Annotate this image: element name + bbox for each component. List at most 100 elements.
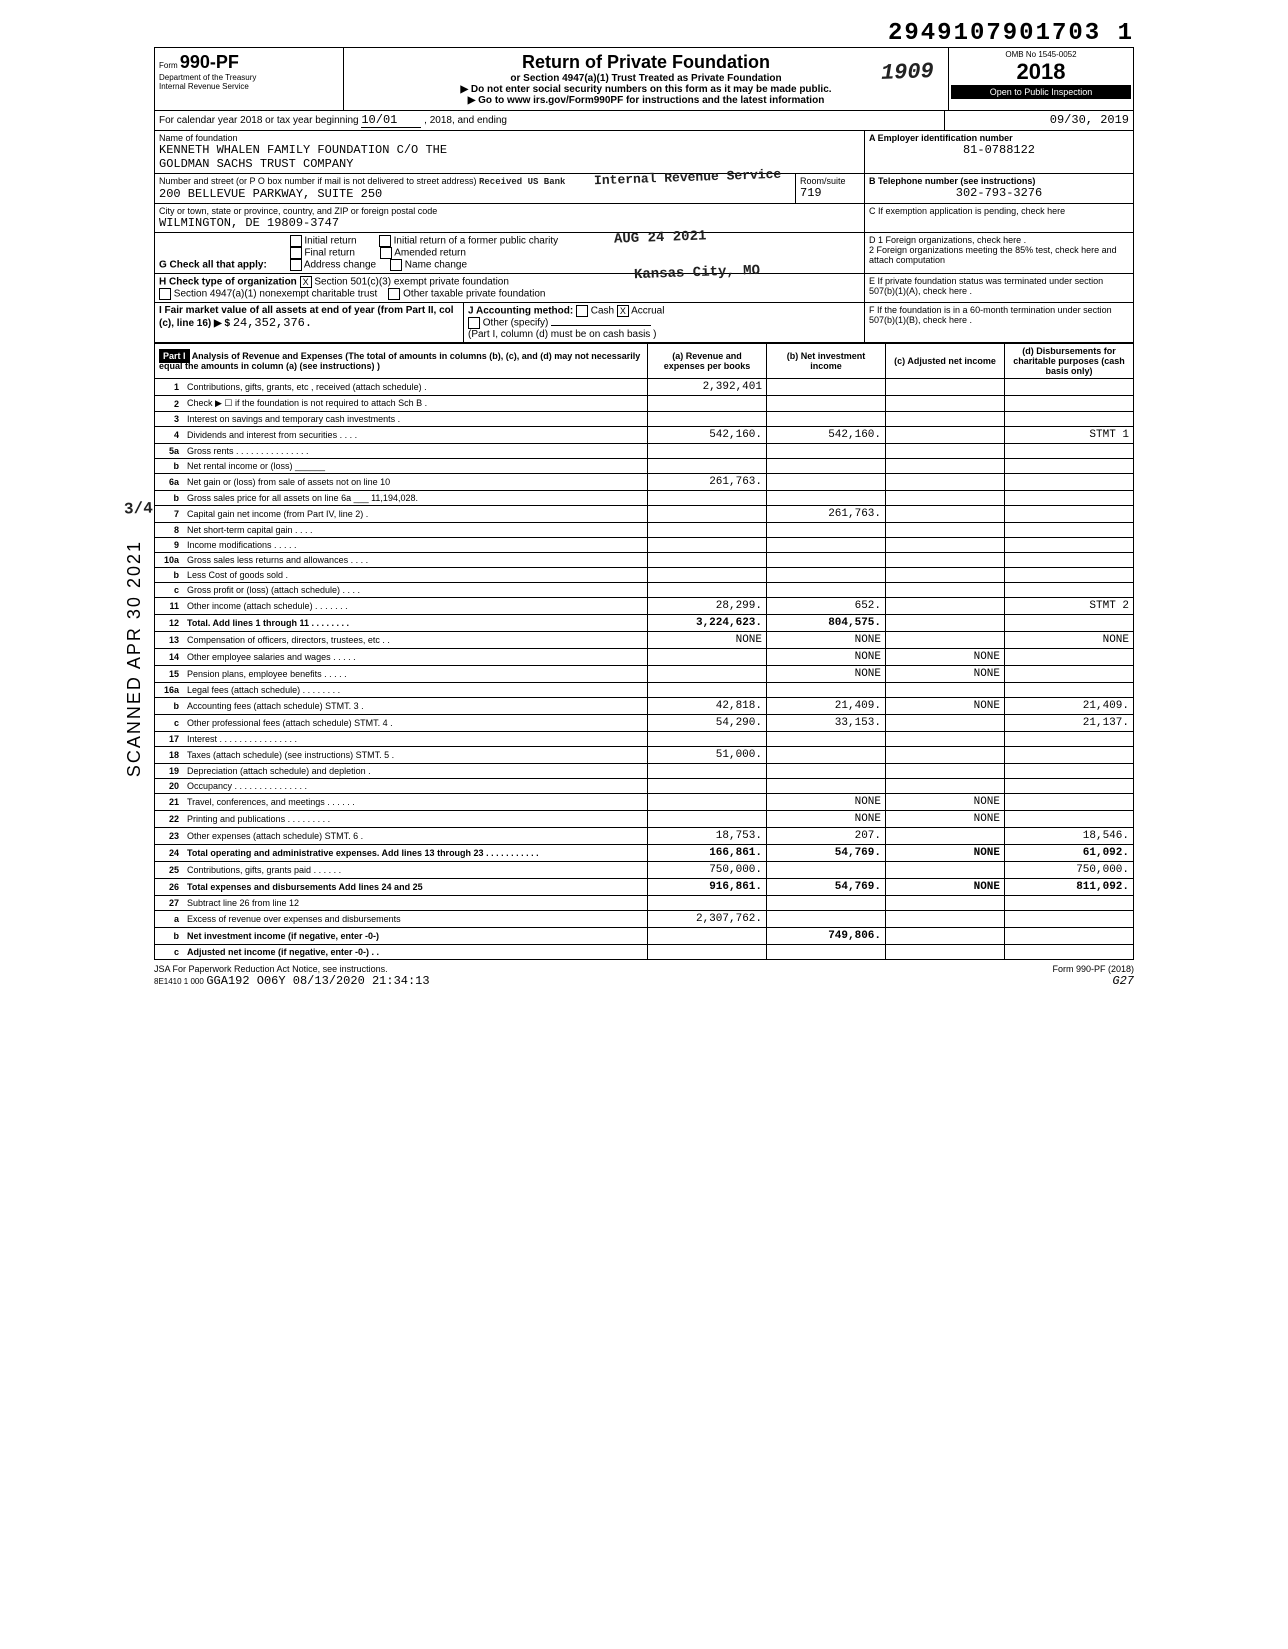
g-initial-return-checkbox[interactable]: [290, 235, 302, 247]
g-address-change-checkbox[interactable]: [290, 259, 302, 271]
line-number: 21: [155, 794, 184, 811]
line-col-d: [1005, 794, 1134, 811]
line-col-a: [648, 538, 767, 553]
j-label: J Accounting method:: [468, 306, 573, 317]
line-col-d: 18,546.: [1005, 828, 1134, 845]
i-value: 24,352,376.: [233, 316, 312, 330]
line-col-a: 3,224,623.: [648, 615, 767, 632]
line-col-a: [648, 794, 767, 811]
line-col-d: [1005, 412, 1134, 427]
table-row: 21Travel, conferences, and meetings . . …: [155, 794, 1134, 811]
line-col-d: [1005, 444, 1134, 459]
j-accrual-checkbox[interactable]: X: [617, 305, 629, 317]
g-amended-checkbox[interactable]: [380, 247, 392, 259]
line-col-a: 18,753.: [648, 828, 767, 845]
line-desc: Excess of revenue over expenses and disb…: [183, 911, 648, 928]
g-name-change-checkbox[interactable]: [390, 259, 402, 271]
form-subtitle-2: ▶ Do not enter social security numbers o…: [348, 84, 944, 95]
line-col-d: [1005, 928, 1134, 945]
line-col-a: 54,290.: [648, 715, 767, 732]
box-d1: D 1 Foreign organizations, check here .: [869, 235, 1129, 245]
line-desc: Contributions, gifts, grants, etc , rece…: [183, 379, 648, 396]
line-col-d: 21,137.: [1005, 715, 1134, 732]
line-col-d: [1005, 583, 1134, 598]
line-col-c: [886, 715, 1005, 732]
line-col-c: [886, 928, 1005, 945]
table-row: bGross sales price for all assets on lin…: [155, 491, 1134, 506]
g-final-return-checkbox[interactable]: [290, 247, 302, 259]
form-footer: JSA For Paperwork Reduction Act Notice, …: [154, 964, 1134, 988]
line-col-c: [886, 427, 1005, 444]
line-col-a: 916,861.: [648, 879, 767, 896]
table-row: bNet investment income (if negative, ent…: [155, 928, 1134, 945]
line-col-b: [767, 779, 886, 794]
line-col-d: [1005, 683, 1134, 698]
line-col-b: [767, 764, 886, 779]
line-col-a: 28,299.: [648, 598, 767, 615]
h-501c3-checkbox[interactable]: X: [300, 276, 312, 288]
line-col-d: [1005, 811, 1134, 828]
line-col-b: [767, 491, 886, 506]
j-other-checkbox[interactable]: [468, 317, 480, 329]
line-col-a: [648, 396, 767, 412]
line-col-b: [767, 379, 886, 396]
line-col-d: [1005, 764, 1134, 779]
line-col-c: [886, 523, 1005, 538]
line-desc: Accounting fees (attach schedule) STMT. …: [183, 698, 648, 715]
line-col-b: 749,806.: [767, 928, 886, 945]
line-col-d: [1005, 779, 1134, 794]
line-desc: Compensation of officers, directors, tru…: [183, 632, 648, 649]
line-col-a: 2,307,762.: [648, 911, 767, 928]
handwritten-year: 1909: [881, 59, 935, 86]
table-row: 27Subtract line 26 from line 12: [155, 896, 1134, 911]
line-desc: Taxes (attach schedule) (see instruction…: [183, 747, 648, 764]
table-row: bLess Cost of goods sold .: [155, 568, 1134, 583]
line-col-b: NONE: [767, 632, 886, 649]
line-col-a: [648, 945, 767, 960]
room-label: Room/suite: [800, 176, 860, 186]
line-col-b: 261,763.: [767, 506, 886, 523]
line-col-c: NONE: [886, 794, 1005, 811]
line-desc: Dividends and interest from securities .…: [183, 427, 648, 444]
irs-label: Internal Revenue Service: [159, 82, 339, 91]
line-desc: Net investment income (if negative, ente…: [183, 928, 648, 945]
line-desc: Pension plans, employee benefits . . . .…: [183, 666, 648, 683]
table-row: cAdjusted net income (if negative, enter…: [155, 945, 1134, 960]
foundation-name-1: KENNETH WHALEN FAMILY FOUNDATION C/O THE: [159, 143, 860, 157]
line-col-d: [1005, 538, 1134, 553]
line-number: 2: [155, 396, 184, 412]
form-word: Form: [159, 61, 180, 70]
table-row: cGross profit or (loss) (attach schedule…: [155, 583, 1134, 598]
period-begin: 10/01: [361, 113, 421, 128]
g-initial-former-checkbox[interactable]: [379, 235, 391, 247]
h-other-checkbox[interactable]: [388, 288, 400, 300]
line-number: 14: [155, 649, 184, 666]
line-col-d: STMT 2: [1005, 598, 1134, 615]
line-desc: Depreciation (attach schedule) and deple…: [183, 764, 648, 779]
line-desc: Occupancy . . . . . . . . . . . . . . .: [183, 779, 648, 794]
line-col-b: [767, 683, 886, 698]
line-number: 13: [155, 632, 184, 649]
line-number: 27: [155, 896, 184, 911]
j-cash-checkbox[interactable]: [576, 305, 588, 317]
line-number: 19: [155, 764, 184, 779]
line-col-a: [648, 583, 767, 598]
line-col-a: [648, 896, 767, 911]
period-end: 09/30, 2019: [1050, 113, 1129, 127]
line-col-c: [886, 474, 1005, 491]
line-col-d: NONE: [1005, 632, 1134, 649]
line-col-b: 207.: [767, 828, 886, 845]
table-row: 15Pension plans, employee benefits . . .…: [155, 666, 1134, 683]
period-label: For calendar year 2018 or tax year begin…: [159, 115, 359, 126]
table-row: 22Printing and publications . . . . . . …: [155, 811, 1134, 828]
line-number: 16a: [155, 683, 184, 698]
line-desc: Gross sales price for all assets on line…: [183, 491, 648, 506]
g-opt-3: Initial return of a former public charit…: [394, 236, 559, 247]
line-col-c: [886, 764, 1005, 779]
line-number: 12: [155, 615, 184, 632]
line-desc: Adjusted net income (if negative, enter …: [183, 945, 648, 960]
line-col-d: [1005, 896, 1134, 911]
footer-mid: GGA192 O06Y 08/13/2020 21:34:13: [206, 974, 429, 988]
h-4947-checkbox[interactable]: [159, 288, 171, 300]
line-col-b: 54,769.: [767, 845, 886, 862]
